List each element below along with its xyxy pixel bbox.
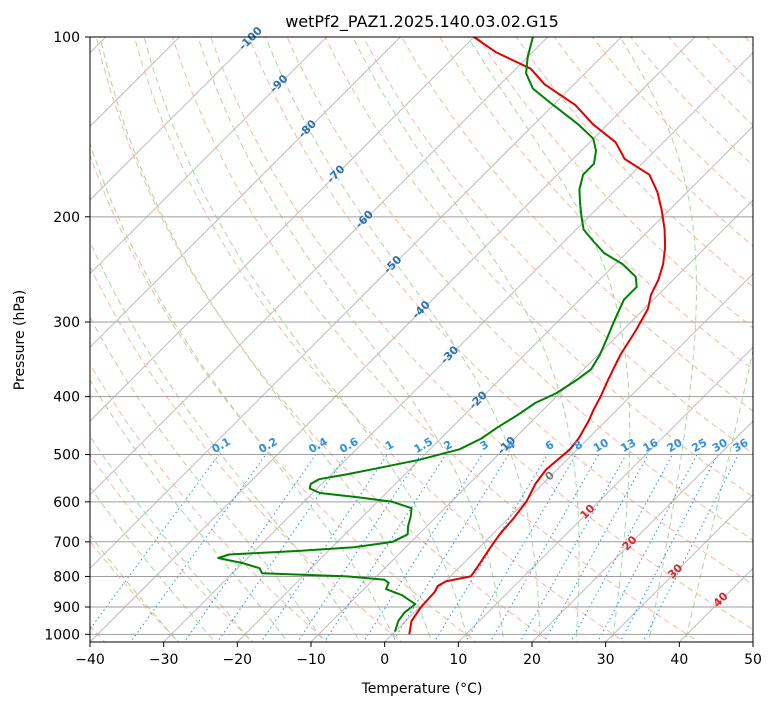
- dry-adiabat-line: [439, 37, 753, 370]
- isotherm-line: [310, 199, 753, 642]
- sounding-profiles: [217, 37, 667, 635]
- y-tick-label: 500: [53, 448, 80, 464]
- x-tick-label: −10: [296, 652, 326, 668]
- moist-adiabat-line: [684, 348, 753, 642]
- dry-adiabat-line: [172, 37, 700, 642]
- dry-adiabat-line: [401, 37, 753, 412]
- moist-adiabat-line: [143, 37, 469, 642]
- mixing-ratio-line: [619, 454, 719, 642]
- isotherm-line: [162, 51, 753, 642]
- temperature-profile: [408, 37, 667, 635]
- dry-adiabat-line: [133, 37, 626, 642]
- mixing-ratio-line: [543, 454, 649, 642]
- y-tick-label: 700: [53, 535, 80, 551]
- mixing-ratio-line: [596, 454, 698, 642]
- x-tick-label: −30: [149, 652, 179, 668]
- isotherm-line: [383, 272, 753, 642]
- isotherm-line: [90, 37, 475, 422]
- dry-adiabat-line: [90, 363, 329, 642]
- mixing-ratio-line: [519, 454, 627, 642]
- mixing-ratio-line: [489, 454, 600, 642]
- x-tick-label: 30: [597, 652, 615, 668]
- isotherm-line: [236, 125, 753, 642]
- x-tick-label: 10: [449, 652, 467, 668]
- y-tick-label: 1000: [44, 627, 80, 643]
- isotherm-line: [90, 37, 328, 275]
- y-tick-label: 400: [53, 390, 80, 406]
- x-axis-label: Temperature (°C): [361, 681, 483, 697]
- isotherm-line: [90, 37, 181, 128]
- isotherm-line: [604, 493, 753, 642]
- dry-adiabat-line: [210, 37, 753, 631]
- moist-adiabat-line: [90, 142, 397, 642]
- plot-frame: [89, 36, 754, 643]
- mixing-ratio-line: [216, 454, 348, 642]
- y-tick-label: 300: [53, 315, 80, 331]
- isotherm-line: [457, 346, 753, 642]
- moist-adiabat-line: [265, 37, 541, 642]
- dry-adiabat-line: [286, 37, 753, 541]
- background-reference-lines: [90, 37, 753, 642]
- x-tick-label: 40: [670, 652, 688, 668]
- moist-adiabat-line: [467, 37, 631, 642]
- chart-title: wetPf2_PAZ1.2025.140.03.02.G15: [285, 12, 559, 32]
- moist-adiabat-line: [90, 435, 252, 642]
- y-tick-label: 800: [53, 569, 80, 585]
- x-tick-label: −40: [75, 652, 105, 668]
- dry-adiabat-line: [515, 37, 753, 288]
- x-tick-label: 20: [523, 652, 541, 668]
- x-axis-ticks: −40 −30 −20 −10 0 10 20 30 40 50: [75, 642, 762, 668]
- dry-adiabat-line: [90, 153, 477, 642]
- x-tick-label: −20: [223, 652, 253, 668]
- isotherm-line: [90, 37, 623, 570]
- mixing-ratio-line: [433, 454, 548, 642]
- isotherm-line: [90, 37, 254, 201]
- x-tick-label: 0: [380, 652, 389, 668]
- dry-adiabat-line: [248, 37, 753, 586]
- moist-adiabat-line: [90, 379, 289, 642]
- moist-adiabat-line: [99, 37, 433, 642]
- isotherm-line: [90, 37, 696, 642]
- dry-adiabat-line: [477, 37, 753, 329]
- mixing-ratio-line: [183, 454, 317, 642]
- y-tick-label: 200: [53, 210, 80, 226]
- moist-adiabat-line: [90, 240, 361, 642]
- y-tick-label: 600: [53, 495, 80, 511]
- moist-adiabat-line: [619, 37, 697, 642]
- dewpoint-profile: [217, 37, 638, 633]
- mixing-ratio-line: [90, 454, 220, 630]
- x-tick-label: 50: [744, 652, 762, 668]
- y-tick-label: 900: [53, 600, 80, 616]
- mixing-ratio-line: [391, 454, 510, 642]
- y-axis-label: Pressure (hPa): [12, 290, 28, 390]
- mixing-ratio-line: [362, 454, 483, 642]
- y-tick-label: 100: [53, 30, 80, 46]
- isotherm-line: [531, 420, 753, 642]
- dry-adiabat-line: [90, 265, 403, 642]
- dry-adiabat-line: [95, 37, 552, 642]
- moist-adiabat-line: [90, 315, 325, 642]
- moist-adiabat-line: [352, 37, 580, 642]
- moist-adiabat-line: [90, 486, 216, 642]
- dry-adiabat-line: [324, 37, 753, 498]
- pressure-gridlines: [90, 37, 753, 635]
- mixing-ratio-line: [464, 454, 577, 642]
- mixing-ratio-line: [569, 454, 673, 642]
- isotherm-line: [90, 37, 549, 496]
- y-axis-ticks: 100 200 300 400 500 600 700 800 900 1000: [44, 30, 90, 643]
- moist-adiabat-line: [197, 37, 505, 642]
- mixing-ratio-line: [642, 454, 739, 642]
- isotherm-line: [90, 37, 402, 349]
